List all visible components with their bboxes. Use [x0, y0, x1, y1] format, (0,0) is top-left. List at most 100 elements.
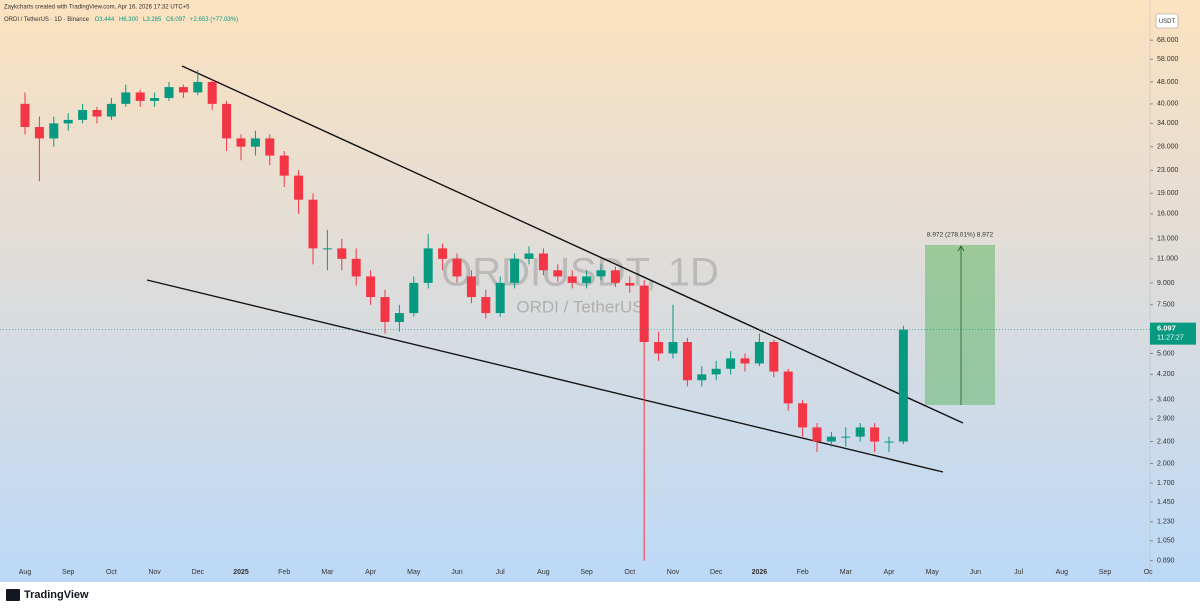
- candle-body: [207, 81, 217, 104]
- y-tick-label: 13.000: [1157, 236, 1179, 243]
- y-tick-label: 3.400: [1157, 397, 1175, 404]
- candle-body: [639, 285, 649, 343]
- candle-body: [409, 282, 419, 314]
- last-price-box: [1150, 322, 1196, 345]
- x-tick-label: Jun: [451, 569, 462, 576]
- legend-high: H6.300: [119, 17, 139, 23]
- legend-low: L3.285: [143, 17, 162, 23]
- candle-body: [452, 258, 462, 277]
- candle-body: [697, 374, 707, 381]
- y-tick-label: 2.000: [1157, 460, 1175, 467]
- candle-body: [826, 436, 836, 442]
- measure-arrowhead: [957, 245, 965, 252]
- candle-body: [337, 248, 347, 259]
- footer-bar: [0, 582, 1200, 609]
- y-tick-label: 48.000: [1157, 79, 1179, 86]
- candle-body: [135, 92, 145, 101]
- y-tick-label: 11.000: [1157, 256, 1178, 263]
- currency-box[interactable]: [1155, 13, 1179, 29]
- currency-label: USDT: [1159, 19, 1176, 25]
- candle-body: [20, 103, 30, 127]
- candle-body: [582, 276, 592, 283]
- candle-body: [654, 342, 664, 354]
- x-tick-label: Jul: [1014, 569, 1023, 576]
- candle-body: [63, 119, 73, 124]
- candle-body: [841, 436, 851, 438]
- x-tick-label: Jul: [496, 569, 505, 576]
- y-tick-label: 28.000: [1157, 144, 1179, 151]
- y-tick-label: 0.890: [1157, 557, 1175, 564]
- candle-body: [279, 155, 289, 176]
- x-tick-label: Feb: [278, 569, 290, 576]
- x-tick-label: Aug: [19, 569, 32, 576]
- candle-body: [106, 103, 116, 117]
- candle-body: [884, 441, 894, 443]
- measure-label: 8.972 (278.01%) 8,972: [927, 232, 994, 239]
- measure-box: [925, 245, 995, 405]
- candle-body: [481, 297, 491, 314]
- legend: ORDI / TetherUS · 1D · Binance O3.444 H6…: [4, 17, 238, 23]
- watermark-sub: ORDI / TetherUS: [516, 297, 643, 316]
- y-tick-label: 5.000: [1157, 350, 1175, 357]
- chart-title: Zaykcharts created with TradingView.com,…: [4, 5, 190, 11]
- x-tick-label: Mar: [840, 569, 853, 576]
- x-tick-label: Nov: [148, 569, 161, 576]
- x-tick-label: Sep: [1099, 569, 1112, 576]
- candle-body: [308, 199, 318, 249]
- candle-body: [870, 427, 880, 442]
- candle-body: [222, 103, 232, 139]
- x-tick-label: May: [926, 569, 940, 576]
- x-tick-label: Feb: [797, 569, 809, 576]
- candle-body: [610, 270, 620, 283]
- x-tick-label: Sep: [62, 569, 75, 576]
- candle-body: [150, 98, 160, 101]
- last-price-label: 6.097: [1157, 324, 1176, 333]
- x-tick-label: Dec: [192, 569, 205, 576]
- candle-body: [682, 342, 692, 381]
- candle-body: [164, 87, 174, 99]
- candle-body: [711, 368, 721, 375]
- candle-body: [855, 427, 865, 437]
- y-tick-label: 1.230: [1157, 519, 1175, 526]
- x-tick-label: Oc: [1144, 569, 1153, 576]
- y-tick-label: 2.400: [1157, 438, 1175, 445]
- y-tick-label: 34.000: [1157, 120, 1179, 127]
- candle-body: [380, 297, 390, 322]
- candle-body: [769, 342, 779, 372]
- x-tick-label: May: [407, 569, 421, 576]
- x-tick-label: Sep: [580, 569, 593, 576]
- candle-body: [625, 282, 635, 286]
- candle-body: [524, 253, 534, 259]
- candle-body: [49, 123, 59, 139]
- candle-body: [423, 248, 433, 283]
- y-tick-label: 1.050: [1157, 538, 1175, 545]
- y-tick-label: 58.000: [1157, 56, 1179, 63]
- y-tick-label: 2.900: [1157, 416, 1175, 423]
- candle-body: [351, 258, 361, 277]
- x-tick-label: Aug: [1056, 569, 1069, 576]
- candle-body: [510, 258, 520, 283]
- y-tick-label: 7.500: [1157, 302, 1175, 309]
- y-tick-label: 1.450: [1157, 499, 1175, 506]
- candle-body: [294, 175, 304, 200]
- x-tick-label: 2026: [752, 569, 768, 576]
- candle-body: [596, 270, 606, 277]
- candle-body: [798, 403, 808, 428]
- candle-body: [78, 110, 88, 120]
- candle-body: [726, 358, 736, 369]
- y-tick-label: 9.000: [1157, 280, 1175, 287]
- candle-body: [178, 87, 188, 93]
- countdown: 11:27:27: [1157, 334, 1184, 341]
- candle-body: [812, 427, 822, 442]
- legend-close: C6.097: [166, 17, 186, 23]
- candle-body: [265, 138, 275, 156]
- y-tick-label: 4.200: [1157, 371, 1175, 378]
- candle-body: [92, 110, 102, 117]
- candle-body: [783, 371, 793, 404]
- candle-body: [322, 248, 332, 250]
- chart-background: [0, 0, 1200, 582]
- candle-body: [740, 358, 750, 364]
- candle-body: [495, 282, 505, 314]
- candle-body: [121, 92, 131, 104]
